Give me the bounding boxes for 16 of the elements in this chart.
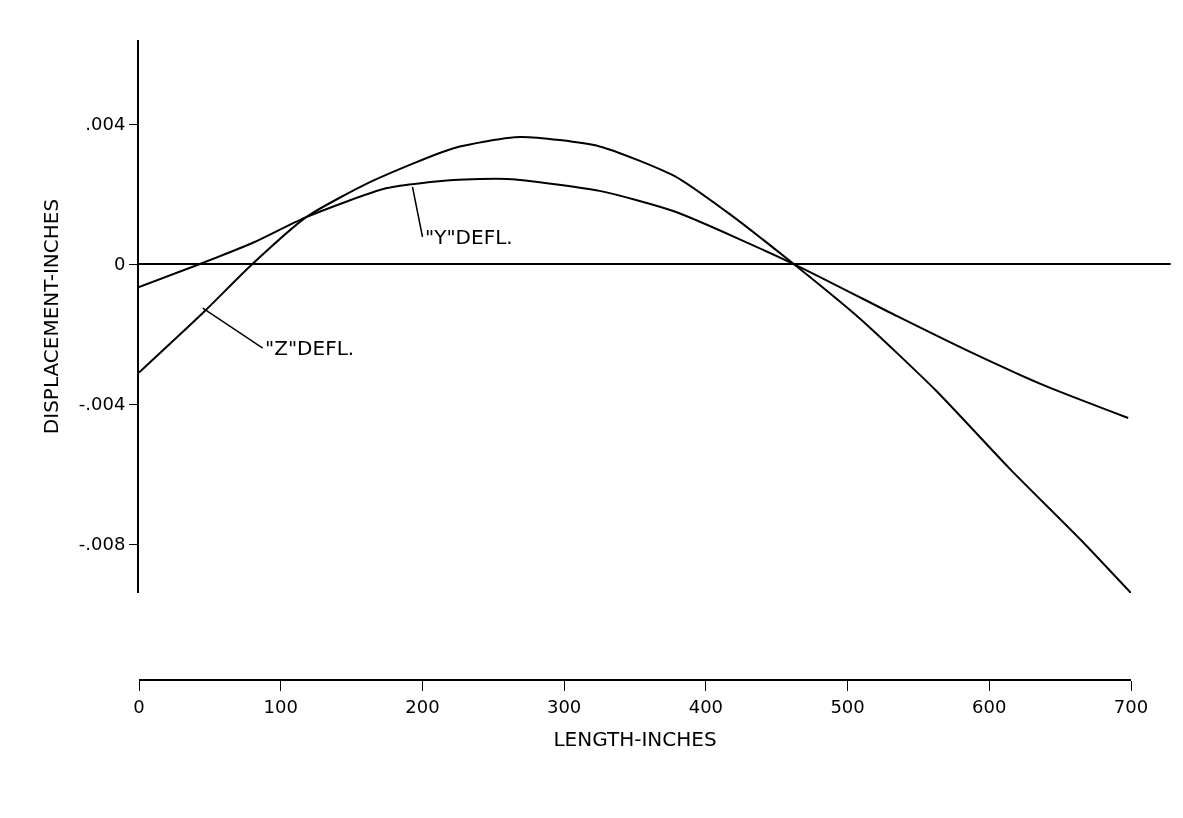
y-tick-label: -.008	[78, 533, 126, 555]
x-tick-label: 0	[133, 695, 145, 717]
x-tick-label: 200	[405, 695, 440, 717]
y-tick-label: -.004	[78, 393, 126, 415]
y-axis-title: DISPLACEMENT-INCHES	[38, 198, 63, 435]
x-tick-label: 500	[830, 695, 865, 717]
annotation: "Y"DEFL.	[425, 225, 513, 249]
x-axis-title: LENGTH-INCHES	[553, 726, 717, 751]
y-tick-label: .004	[85, 113, 126, 135]
y-tick-label: 0	[113, 253, 126, 275]
x-tick-label: 400	[688, 695, 724, 717]
x-tick-label: 600	[972, 695, 1007, 717]
annotation: "Z"DEFL.	[265, 336, 355, 360]
x-tick-label: 100	[263, 695, 298, 717]
x-tick-label: 700	[1113, 695, 1149, 717]
x-tick-label: 300	[546, 695, 582, 717]
